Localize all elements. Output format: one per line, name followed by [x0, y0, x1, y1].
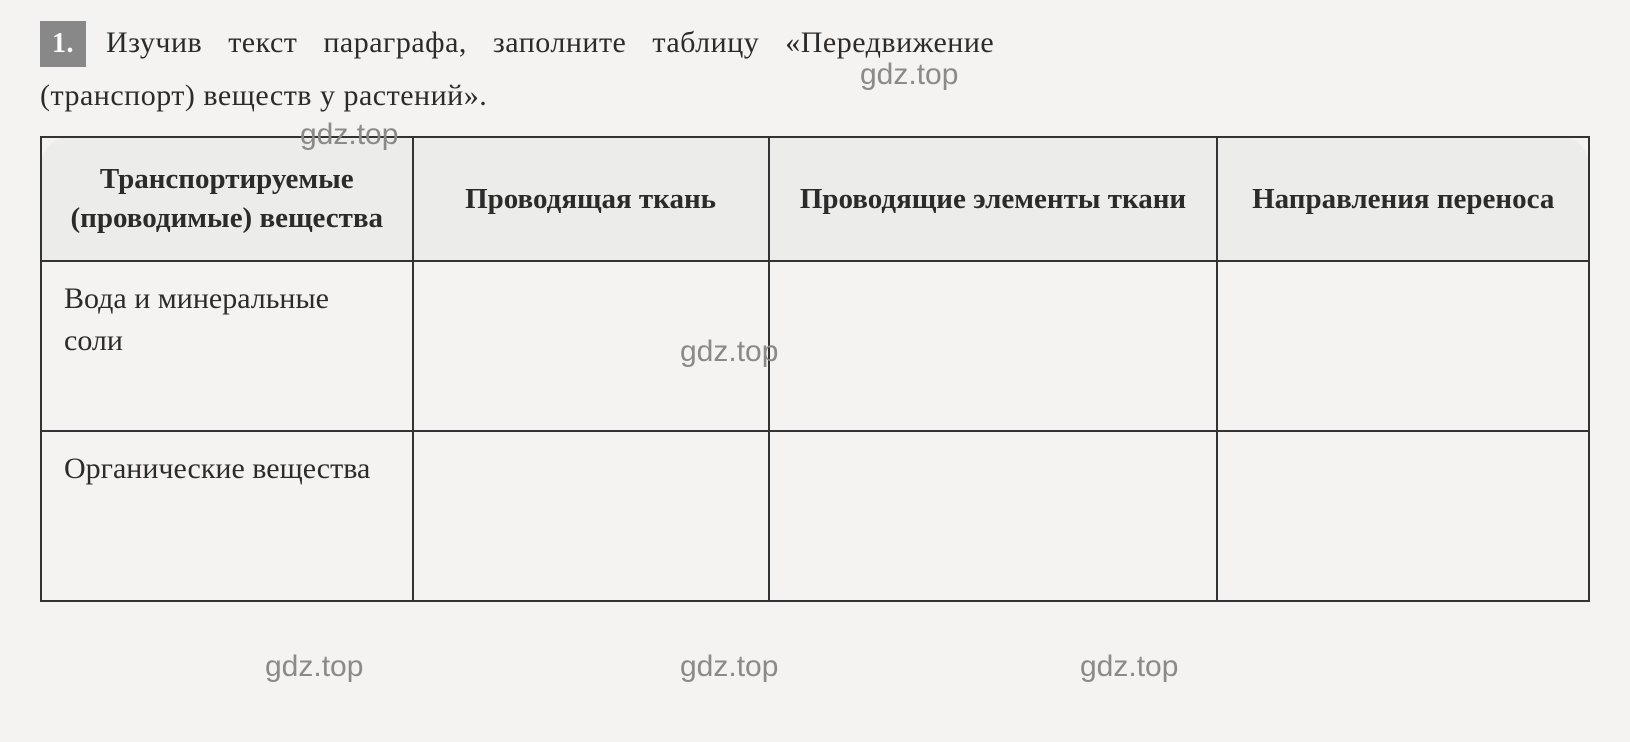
table-row: Вода и минеральные соли: [41, 261, 1589, 431]
question-text-line1: Изучив текст параграфа, заполните таблиц…: [106, 26, 994, 59]
watermark-text: gdz.top: [265, 650, 363, 684]
table-header-row: Транспортируемые (проводимые) вещества П…: [41, 137, 1589, 261]
table-cell-elements[interactable]: [769, 431, 1218, 601]
table-row: Органические вещества: [41, 431, 1589, 601]
watermark-text: gdz.top: [1080, 650, 1178, 684]
table-cell-substance: Органические вещества: [41, 431, 413, 601]
table-cell-tissue[interactable]: [413, 431, 769, 601]
question-number-badge: 1.: [40, 21, 86, 67]
table-cell-elements[interactable]: [769, 261, 1218, 431]
table-header-cell: Проводящие элементы ткани: [769, 137, 1218, 261]
table-header-cell: Транспортируемые (проводимые) вещества: [41, 137, 413, 261]
table-header-cell: Проводящая ткань: [413, 137, 769, 261]
table-cell-direction[interactable]: [1217, 431, 1589, 601]
table-cell-tissue[interactable]: [413, 261, 769, 431]
watermark-text: gdz.top: [680, 650, 778, 684]
question-header: 1. Изучив текст параграфа, заполните таб…: [40, 20, 1590, 118]
question-text-line2: (транспорт) веществ у растений».: [40, 73, 1590, 118]
table-cell-substance: Вода и минеральные соли: [41, 261, 413, 431]
substances-table: Транспортируемые (проводимые) вещества П…: [40, 136, 1590, 602]
table-header-cell: Направления переноса: [1217, 137, 1589, 261]
table-cell-direction[interactable]: [1217, 261, 1589, 431]
